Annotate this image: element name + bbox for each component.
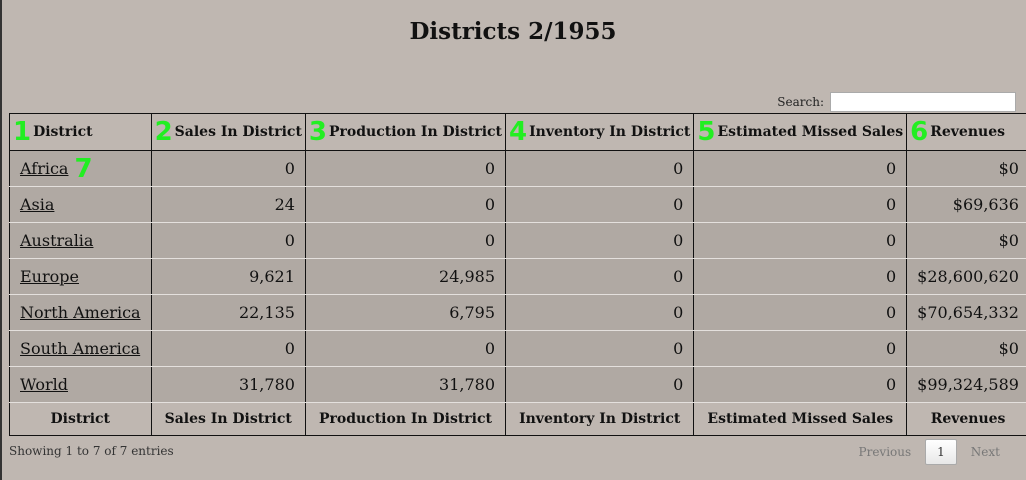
district-cell: World bbox=[9, 366, 152, 403]
district-link[interactable]: World bbox=[20, 375, 68, 394]
column-header-label: Revenues bbox=[930, 124, 1005, 140]
marker-label: 4 bbox=[509, 117, 528, 147]
value-cell: 0 bbox=[693, 222, 908, 259]
marker-label: 2 bbox=[154, 117, 173, 147]
value-cell: 22,135 bbox=[150, 294, 306, 331]
value-cell: 0 bbox=[505, 150, 695, 187]
value-cell: 31,780 bbox=[304, 366, 507, 403]
value-cell: 0 bbox=[150, 150, 306, 187]
column-footer[interactable]: Revenues bbox=[906, 402, 1026, 436]
district-link[interactable]: Europe bbox=[20, 267, 79, 286]
column-header-label: District bbox=[33, 124, 93, 140]
value-cell: $70,654,332 bbox=[906, 294, 1026, 331]
district-cell: Europe bbox=[9, 258, 152, 295]
value-cell: 0 bbox=[304, 330, 507, 367]
column-footer[interactable]: Production In District bbox=[304, 402, 507, 436]
value-cell: 24 bbox=[150, 186, 306, 223]
column-header-label: Estimated Missed Sales bbox=[717, 124, 904, 140]
column-header-label: Inventory In District bbox=[529, 124, 691, 140]
table-row: Europe 9,621 24,985 0 0 $28,600,620 bbox=[9, 258, 1026, 295]
next-button[interactable]: Next bbox=[970, 445, 1000, 459]
value-cell: 24,985 bbox=[304, 258, 507, 295]
column-header[interactable]: 2 Sales In District bbox=[150, 113, 306, 151]
table-row: North America 22,135 6,795 0 0 $70,654,332 bbox=[9, 294, 1026, 331]
value-cell: $28,600,620 bbox=[906, 258, 1026, 295]
search-input[interactable] bbox=[830, 92, 1016, 112]
district-cell: Asia bbox=[9, 186, 152, 223]
value-cell: 0 bbox=[505, 330, 695, 367]
value-cell: 0 bbox=[150, 330, 306, 367]
column-header[interactable]: 5 Estimated Missed Sales bbox=[693, 113, 908, 151]
page-1-button[interactable]: 1 bbox=[925, 439, 957, 465]
column-footer[interactable]: Sales In District bbox=[150, 402, 306, 436]
value-cell: 0 bbox=[505, 186, 695, 223]
previous-button[interactable]: Previous bbox=[858, 445, 912, 459]
district-cell: Africa 7 bbox=[9, 150, 152, 187]
district-link[interactable]: North America bbox=[20, 303, 141, 322]
value-cell: 0 bbox=[505, 294, 695, 331]
district-link[interactable]: Asia bbox=[20, 195, 55, 214]
value-cell: 0 bbox=[150, 222, 306, 259]
column-header[interactable]: 4 Inventory In District bbox=[505, 113, 695, 151]
value-cell: $0 bbox=[906, 330, 1026, 367]
pagination: Previous 1 Next bbox=[845, 439, 1014, 465]
district-cell: North America bbox=[9, 294, 152, 331]
district-link[interactable]: Australia bbox=[20, 231, 94, 250]
value-cell: 0 bbox=[693, 294, 908, 331]
districts-table: 1 District 2 Sales In District 3 Production I… bbox=[9, 113, 1026, 436]
column-header[interactable]: 1 District bbox=[9, 113, 152, 151]
table-row: World 31,780 31,780 0 0 $99,324,589 bbox=[9, 366, 1026, 403]
column-footer[interactable]: Inventory In District bbox=[505, 402, 695, 436]
district-link[interactable]: South America bbox=[20, 339, 141, 358]
table-row: Africa 7 0 0 0 0 $0 bbox=[9, 150, 1026, 187]
table-row: South America 0 0 0 0 $0 bbox=[9, 330, 1026, 367]
value-cell: 9,621 bbox=[150, 258, 306, 295]
value-cell: 0 bbox=[693, 366, 908, 403]
value-cell: 0 bbox=[505, 366, 695, 403]
column-header-label: Sales In District bbox=[174, 124, 302, 140]
value-cell: 0 bbox=[304, 186, 507, 223]
page-title: Districts 2/1955 bbox=[409, 18, 617, 45]
value-cell: 0 bbox=[505, 222, 695, 259]
table-info: Showing 1 to 7 of 7 entries bbox=[9, 444, 174, 458]
value-cell: $0 bbox=[906, 150, 1026, 187]
district-link[interactable]: Africa bbox=[20, 158, 69, 178]
marker-label: 7 bbox=[74, 153, 93, 184]
value-cell: 0 bbox=[693, 330, 908, 367]
column-footer[interactable]: Estimated Missed Sales bbox=[693, 402, 908, 436]
column-footer[interactable]: District bbox=[9, 402, 152, 436]
value-cell: 0 bbox=[693, 258, 908, 295]
value-cell: 0 bbox=[693, 150, 908, 187]
marker-label: 3 bbox=[308, 117, 328, 147]
value-cell: 0 bbox=[505, 258, 695, 295]
column-header-label: Production In District bbox=[329, 124, 503, 140]
column-header[interactable]: 6 Revenues bbox=[906, 113, 1026, 151]
value-cell: 31,780 bbox=[150, 366, 306, 403]
value-cell: $69,636 bbox=[906, 186, 1026, 223]
value-cell: $0 bbox=[906, 222, 1026, 259]
marker-label: 6 bbox=[910, 117, 929, 147]
column-header[interactable]: 3 Production In District bbox=[304, 113, 507, 151]
marker-label: 5 bbox=[697, 117, 716, 147]
value-cell: 0 bbox=[304, 150, 507, 187]
table-row: Asia 24 0 0 0 $69,636 bbox=[9, 186, 1026, 223]
value-cell: 6,795 bbox=[304, 294, 507, 331]
district-cell: South America bbox=[9, 330, 152, 367]
value-cell: 0 bbox=[304, 222, 507, 259]
search-box: Search: bbox=[777, 92, 1016, 112]
table-row: Australia 0 0 0 0 $0 bbox=[9, 222, 1026, 259]
district-cell: Australia bbox=[9, 222, 152, 259]
marker-label: 1 bbox=[13, 117, 32, 147]
value-cell: 0 bbox=[693, 186, 908, 223]
value-cell: $99,324,589 bbox=[906, 366, 1026, 403]
search-label: Search: bbox=[777, 95, 824, 109]
